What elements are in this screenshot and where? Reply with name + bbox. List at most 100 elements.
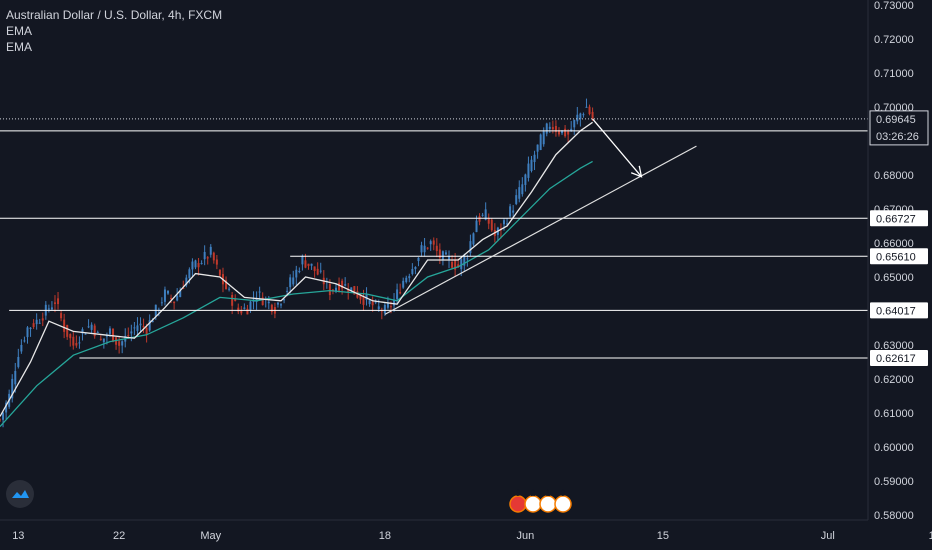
candle-body [225, 280, 228, 290]
candle-body [286, 290, 289, 292]
candle-body [258, 291, 261, 293]
candle-body [2, 412, 5, 420]
candle-body [87, 326, 90, 328]
candle-body [66, 324, 69, 337]
candle-body [408, 276, 411, 279]
candle-body [362, 295, 365, 305]
time-axis[interactable]: 13 22 May 18 Jun 15 Jul 13 [12, 530, 932, 542]
time-tick-label: 22 [113, 530, 125, 542]
candle-body [14, 370, 17, 385]
candle-body [148, 320, 151, 331]
candle-body [240, 310, 243, 314]
candle-body [17, 356, 20, 367]
candle-body [47, 308, 50, 310]
candle-body [261, 297, 264, 306]
candle-body [478, 216, 481, 222]
candle-body [393, 299, 396, 306]
chart-legend: Australian Dollar / U.S. Dollar, 4h, FXC… [6, 7, 222, 55]
candle-body [521, 184, 524, 195]
candle-body [588, 106, 591, 115]
ema-layer [0, 121, 593, 428]
candle-body [469, 241, 472, 254]
candle-body [539, 134, 542, 150]
price-tick-label: 0.73000 [874, 0, 914, 12]
candle-body [448, 256, 451, 261]
candle-body [347, 289, 350, 293]
candle-body [50, 307, 53, 310]
candle-body [246, 308, 249, 315]
price-tick-label: 0.59000 [874, 476, 914, 488]
candle-body [5, 402, 8, 413]
candle-body [481, 214, 484, 216]
candle-body [490, 219, 493, 231]
candle-body [579, 113, 582, 120]
candle-body [570, 128, 573, 131]
candle-body [530, 159, 533, 172]
candle-body [99, 338, 102, 340]
time-tick-label: 13 [929, 530, 932, 542]
candle-body [121, 341, 124, 346]
candle-body [218, 269, 221, 276]
candle-body [105, 335, 108, 337]
candle-body [53, 302, 56, 304]
candle-body [359, 294, 362, 300]
arrow-shaft [592, 118, 642, 178]
candle-body [506, 223, 509, 225]
candle-body [576, 114, 579, 122]
indicator-ema-1[interactable]: EMA [6, 24, 33, 38]
candle-body [23, 340, 26, 342]
tradingview-logo-icon[interactable] [6, 480, 34, 508]
price-labels: 0.692980.667270.656100.640170.626170.696… [869, 110, 929, 367]
event-count: 1 [545, 488, 550, 498]
price-tick-label: 0.63000 [874, 340, 914, 352]
indicator-ema-2[interactable]: EMA [6, 40, 33, 54]
candle-body [289, 277, 292, 288]
candle-body [267, 301, 270, 304]
time-tick-label: 18 [379, 530, 391, 542]
candle-body [536, 144, 539, 152]
candle-body [429, 241, 432, 245]
trendline [384, 145, 697, 315]
level-price-label-bg [870, 302, 928, 319]
candle-body [32, 323, 35, 328]
candle-body [60, 313, 63, 319]
candle-body [533, 154, 536, 163]
candle-body [11, 378, 14, 399]
price-tick-label: 0.61000 [874, 408, 914, 420]
candle-body [515, 195, 518, 204]
candle-body [26, 327, 29, 338]
candle-body [341, 280, 344, 289]
candle-body [41, 318, 44, 321]
candle-body [313, 266, 316, 271]
candle-body [307, 263, 310, 266]
candle-body [151, 320, 154, 323]
candle-body [0, 419, 1, 421]
candle-body [270, 304, 273, 312]
price-tick-label: 0.68000 [874, 170, 914, 182]
candle-body [414, 266, 417, 270]
candle-body [200, 263, 203, 265]
candle-body [136, 325, 139, 331]
candle-body [63, 319, 66, 332]
symbol-title[interactable]: Australian Dollar / U.S. Dollar, 4h, FXC… [6, 8, 223, 22]
candle-body [368, 300, 371, 305]
candle-body [451, 261, 454, 268]
candle-body [249, 301, 252, 311]
level-price-label: 0.66727 [876, 213, 916, 225]
candle-body [380, 310, 383, 312]
candle-body [276, 302, 279, 305]
candle-body [283, 299, 286, 301]
candle-body [411, 268, 414, 275]
candle-body [591, 111, 594, 120]
candle-body [298, 271, 301, 273]
candle-body [69, 334, 72, 339]
candle-body [84, 333, 87, 335]
candle-body [35, 319, 38, 325]
candle-body [163, 289, 166, 302]
candle-body [561, 130, 564, 134]
time-tick-label: May [200, 530, 221, 542]
candle-body [78, 342, 81, 344]
candle-body [292, 277, 295, 285]
